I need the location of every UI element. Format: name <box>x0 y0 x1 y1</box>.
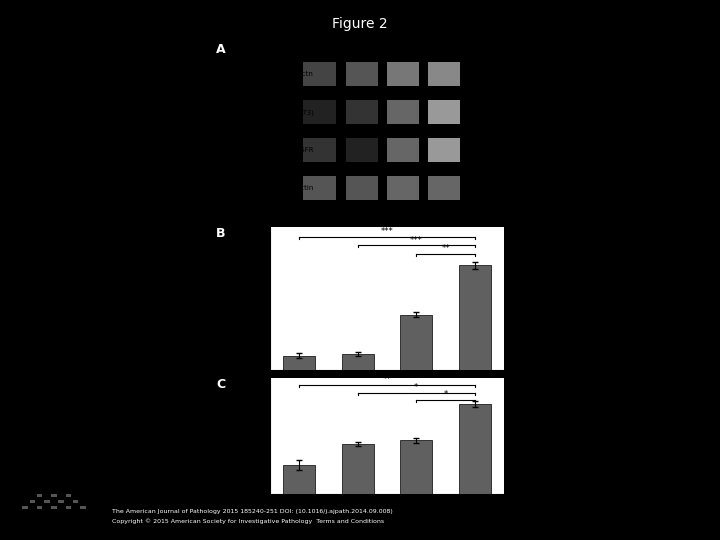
Bar <box>428 176 460 200</box>
Bar <box>346 62 378 86</box>
Bar <box>37 494 42 497</box>
Bar <box>428 100 460 124</box>
Text: ELSEVIER: ELSEVIER <box>37 519 71 524</box>
Bar <box>346 138 378 163</box>
Text: β Actin: β Actin <box>289 185 314 191</box>
Text: ***: *** <box>381 227 393 236</box>
Bar <box>283 355 315 370</box>
Bar <box>459 266 491 370</box>
Bar <box>400 315 432 370</box>
Text: pEGFR (Y1173): pEGFR (Y1173) <box>261 109 314 116</box>
Text: *: * <box>414 383 418 391</box>
Text: EGFR: EGFR <box>295 147 314 153</box>
Bar <box>387 100 419 124</box>
Bar <box>387 176 419 200</box>
Text: ***: *** <box>410 236 423 245</box>
Bar <box>428 62 460 86</box>
Bar <box>387 62 419 86</box>
Bar <box>283 465 315 494</box>
Y-axis label: Relative Migration Rate: Relative Migration Rate <box>240 249 249 348</box>
Bar <box>459 404 491 494</box>
Text: Figure 2: Figure 2 <box>332 17 388 31</box>
Text: Control: Control <box>325 7 348 29</box>
Bar <box>400 441 432 494</box>
Bar <box>58 500 64 503</box>
Text: **: ** <box>441 245 450 253</box>
Text: Copyright © 2015 American Society for Investigative Pathology  Terms and Conditi: Copyright © 2015 American Society for In… <box>112 518 384 524</box>
Bar <box>80 506 86 509</box>
Bar <box>346 100 378 124</box>
Text: The American Journal of Pathology 2015 185240-251 DOI: (10.1016/j.ajpath.2014.09: The American Journal of Pathology 2015 1… <box>112 509 392 514</box>
Bar <box>303 138 336 163</box>
Text: **: ** <box>383 375 391 384</box>
Text: EPC1-PE: EPC1-PE <box>449 5 473 29</box>
Bar <box>303 100 336 124</box>
Text: A: A <box>216 43 225 56</box>
Bar <box>428 138 460 163</box>
Bar <box>51 494 57 497</box>
Bar <box>30 500 35 503</box>
Text: p120ctn: p120ctn <box>284 71 314 77</box>
Y-axis label: Relative Invasion Rate: Relative Invasion Rate <box>246 389 254 483</box>
Text: B: B <box>216 227 225 240</box>
Bar <box>44 500 50 503</box>
Bar <box>66 506 71 509</box>
Bar <box>22 506 28 509</box>
Bar <box>303 176 336 200</box>
Bar <box>51 506 57 509</box>
Text: EPC1-E: EPC1-E <box>408 8 429 29</box>
Bar <box>66 494 71 497</box>
Bar <box>346 176 378 200</box>
Bar <box>37 506 42 509</box>
Text: *: * <box>444 390 448 399</box>
Text: EPC1-P: EPC1-P <box>366 8 388 29</box>
Bar <box>342 444 374 494</box>
Bar <box>73 500 78 503</box>
Bar <box>303 62 336 86</box>
Bar <box>387 138 419 163</box>
Bar <box>342 354 374 370</box>
Text: C: C <box>216 378 225 391</box>
